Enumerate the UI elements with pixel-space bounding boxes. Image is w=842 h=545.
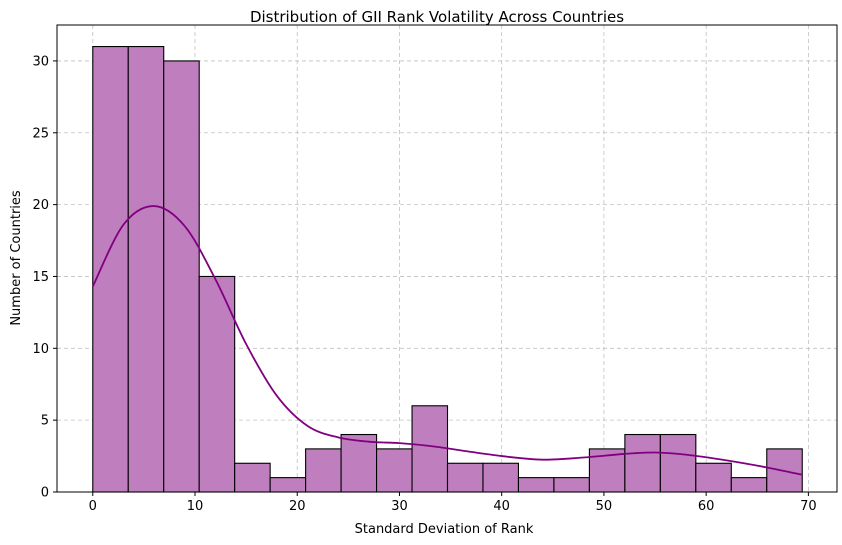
x-tick-label-2: 20 (289, 499, 306, 514)
histogram-bar-11 (482, 462, 520, 493)
histogram-bar-5 (269, 477, 307, 493)
x-tick-label-4: 40 (493, 499, 510, 514)
histogram-bar-18 (730, 477, 768, 493)
x-tick-label-0: 0 (89, 499, 97, 514)
histogram-bar-0 (92, 46, 129, 493)
histogram-bar-4 (234, 462, 271, 493)
histogram-bar-8 (376, 448, 413, 493)
x-tick-label-1: 10 (187, 499, 204, 514)
y-axis-label: Number of Countries (9, 190, 24, 326)
y-tick-label-4: 20 (32, 198, 49, 213)
y-tick-label-1: 5 (41, 414, 49, 429)
y-axis-ticks: 0 5 10 15 20 25 30 (32, 54, 57, 501)
histogram-bars (92, 46, 803, 493)
x-tick-label-5: 50 (596, 499, 613, 514)
y-tick-label-6: 30 (32, 54, 49, 69)
histogram-bar-3 (198, 275, 236, 493)
x-tick-label-3: 30 (391, 499, 408, 514)
histogram-bar-9 (411, 405, 449, 493)
histogram-bar-15 (624, 433, 661, 493)
histogram-bar-1 (127, 46, 165, 493)
plot-frame (56, 24, 838, 493)
x-axis-label: Standard Deviation of Rank (355, 522, 534, 537)
chart-title: Distribution of GII Rank Volatility Acro… (250, 8, 624, 26)
histogram-bar-16 (659, 433, 697, 493)
x-axis-ticks: 0 10 20 30 40 50 60 70 (89, 492, 817, 514)
histogram-bar-10 (446, 462, 484, 493)
kde-line (91, 205, 803, 476)
x-tick-label-6: 60 (698, 499, 715, 514)
histogram-bar-12 (517, 477, 555, 493)
histogram-bar-13 (553, 477, 590, 493)
histogram-bar-2 (163, 60, 200, 493)
y-tick-label-5: 25 (32, 126, 49, 141)
x-tick-label-7: 70 (800, 499, 817, 514)
histogram-bar-17 (695, 462, 732, 493)
y-tick-label-2: 10 (32, 342, 49, 357)
kde-curve-group (91, 205, 803, 476)
histogram-bar-7 (340, 433, 378, 493)
histogram-bar-6 (305, 448, 342, 493)
y-tick-label-0: 0 (41, 486, 49, 501)
y-tick-label-3: 15 (32, 270, 49, 285)
